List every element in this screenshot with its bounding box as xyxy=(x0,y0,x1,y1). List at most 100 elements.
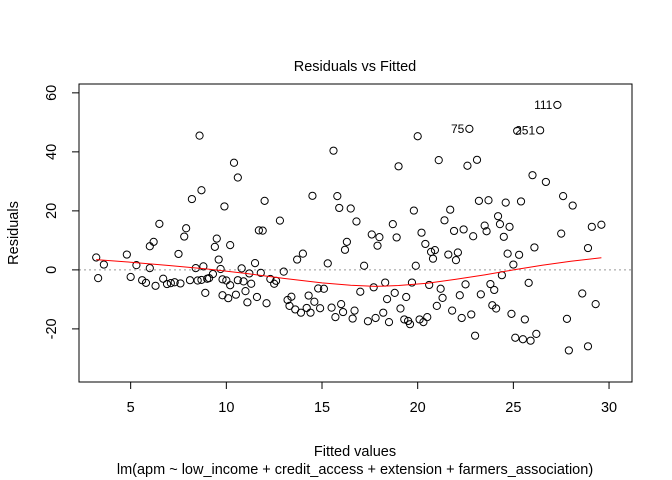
residual-point xyxy=(568,201,577,210)
residual-point xyxy=(316,304,325,313)
smoother-line xyxy=(96,257,602,287)
residual-point xyxy=(258,226,267,235)
residual-point xyxy=(231,290,241,299)
residual-point xyxy=(484,196,493,205)
residual-point xyxy=(352,217,361,226)
x-tick-label: 5 xyxy=(127,400,135,416)
residual-point xyxy=(302,303,311,313)
residual-point xyxy=(233,276,242,285)
residual-points xyxy=(92,100,606,355)
residual-point xyxy=(243,298,252,307)
residual-point xyxy=(526,336,535,345)
residual-point xyxy=(530,243,539,252)
residual-point xyxy=(409,206,418,215)
residual-point xyxy=(141,278,151,287)
residual-point xyxy=(505,222,514,231)
residual-point xyxy=(402,292,411,302)
residual-point xyxy=(562,314,572,323)
residual-point xyxy=(182,224,191,233)
residual-point xyxy=(340,245,350,254)
residual-point xyxy=(417,228,426,237)
residual-point xyxy=(461,280,470,289)
outlier-labels: 111 75 251 xyxy=(451,98,553,137)
residual-point xyxy=(239,277,248,286)
residual-point xyxy=(469,232,478,241)
residual-point xyxy=(440,216,449,225)
residual-point xyxy=(438,293,447,303)
residual-point xyxy=(145,242,154,251)
residual-point xyxy=(333,192,342,201)
residual-point xyxy=(250,258,260,268)
residual-point xyxy=(583,342,593,351)
residual-point xyxy=(463,161,472,170)
residual-point xyxy=(587,222,596,231)
residual-point xyxy=(507,309,516,318)
residual-point xyxy=(180,232,189,241)
residual-point xyxy=(513,126,522,136)
residual-point xyxy=(528,171,537,180)
residual-point xyxy=(338,307,348,317)
residual-point xyxy=(319,284,329,293)
residual-point xyxy=(201,288,210,297)
x-tick-label: 25 xyxy=(505,400,521,416)
residual-point xyxy=(220,202,229,211)
residual-point xyxy=(384,318,394,327)
residual-point xyxy=(382,294,392,304)
residual-point xyxy=(564,346,573,355)
residual-point xyxy=(195,131,204,140)
residual-point xyxy=(262,299,271,308)
residual-point xyxy=(187,194,196,204)
residual-point xyxy=(451,256,461,265)
residual-point xyxy=(256,268,265,277)
residual-point xyxy=(210,242,219,251)
residual-point xyxy=(329,146,338,155)
x-tick-label: 15 xyxy=(314,400,330,416)
residual-point xyxy=(501,198,510,207)
residual-point xyxy=(455,291,464,300)
residual-point xyxy=(342,237,351,246)
residual-point xyxy=(310,297,319,306)
residual-point xyxy=(224,294,233,303)
residual-point xyxy=(515,250,524,259)
residual-point xyxy=(327,303,336,312)
residual-point xyxy=(379,308,388,317)
residual-point xyxy=(411,261,420,270)
y-tick-label: 0 xyxy=(44,266,60,274)
residual-point xyxy=(553,100,562,110)
x-tick-label: 30 xyxy=(601,400,617,416)
residual-point xyxy=(350,306,359,315)
residual-point xyxy=(298,249,307,258)
x-axis: 5 10 15 20 25 30 xyxy=(127,381,617,416)
outlier-label: 251 xyxy=(515,123,535,137)
y-axis-label: Residuals xyxy=(6,201,22,265)
residual-point xyxy=(536,126,545,135)
residual-point xyxy=(503,249,512,258)
residual-point xyxy=(260,196,269,205)
y-tick-label: 20 xyxy=(44,203,60,219)
residual-point xyxy=(279,267,288,276)
residual-point xyxy=(285,301,294,310)
residual-point xyxy=(367,230,376,239)
residual-point xyxy=(482,227,491,236)
residual-point xyxy=(99,260,108,269)
outlier-label: 111 xyxy=(534,98,553,112)
residual-point xyxy=(459,225,468,234)
residual-point xyxy=(518,335,528,344)
x-tick-label: 10 xyxy=(218,400,234,416)
residual-point xyxy=(363,317,373,326)
residual-point xyxy=(495,220,505,229)
residual-point xyxy=(511,333,520,342)
residual-point xyxy=(428,254,438,263)
residual-point xyxy=(174,249,183,259)
residual-point xyxy=(373,241,382,250)
y-tick-label: -20 xyxy=(44,318,60,339)
residual-point xyxy=(421,239,430,249)
residual-point xyxy=(425,280,434,290)
residual-point xyxy=(226,281,235,290)
residual-point xyxy=(557,229,566,238)
residual-point xyxy=(306,308,315,317)
residual-point xyxy=(346,204,355,213)
residual-point xyxy=(214,255,223,264)
residual-point xyxy=(275,216,285,225)
